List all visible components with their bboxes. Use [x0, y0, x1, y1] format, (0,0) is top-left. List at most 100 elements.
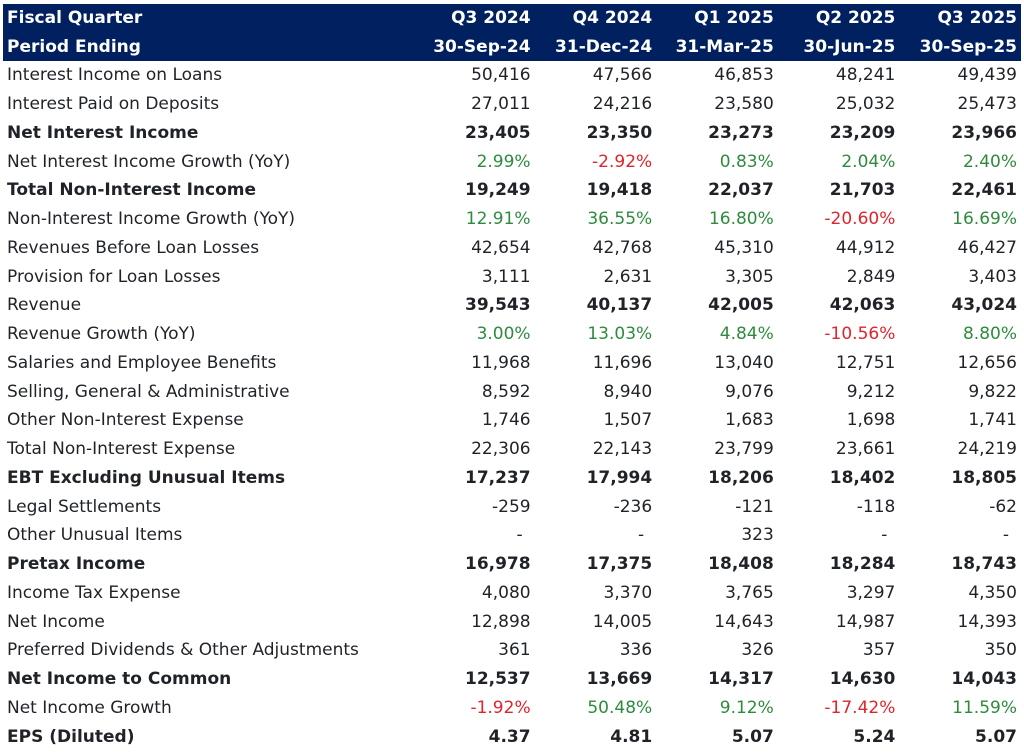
row-label[interactable]: Other Unusual Items [7, 525, 183, 546]
cell-value[interactable]: 326 [741, 640, 774, 661]
cell-value[interactable]: 50,416 [471, 65, 531, 86]
cell-value[interactable]: 40,137 [586, 295, 653, 316]
row-label[interactable]: Net Income Growth [7, 697, 172, 718]
cell-value[interactable]: 1,741 [968, 410, 1017, 431]
row-label[interactable]: EPS (Diluted) [7, 726, 135, 747]
cell-value[interactable]: 21,703 [829, 180, 896, 201]
cell-value[interactable]: 14,317 [708, 669, 774, 690]
cell-value[interactable]: 46,427 [957, 237, 1017, 258]
cell-value[interactable]: 11.59% [952, 697, 1017, 718]
cell-value[interactable]: 14,005 [592, 611, 653, 632]
cell-value[interactable]: 357 [862, 640, 896, 661]
cell-value[interactable]: 336 [619, 640, 653, 661]
cell-value[interactable]: 13,040 [714, 352, 774, 373]
cell-value[interactable]: 48,241 [835, 65, 896, 86]
cell-value[interactable]: 23,799 [714, 439, 774, 460]
row-label[interactable]: Pretax Income [7, 554, 146, 575]
cell-value[interactable]: 23,580 [714, 94, 774, 115]
cell-value[interactable]: 22,143 [592, 439, 653, 460]
cell-value[interactable]: 5.07 [975, 726, 1017, 747]
cell-value[interactable]: 4.81 [610, 726, 653, 747]
cell-value[interactable]: 17,237 [464, 467, 531, 488]
cell-value[interactable]: -20.60% [824, 209, 896, 230]
cell-value[interactable]: 23,273 [708, 122, 774, 143]
row-label[interactable]: Net Income [7, 611, 105, 632]
cell-value[interactable]: 14,630 [829, 669, 896, 690]
header-quarter[interactable]: Q2 2025 [815, 8, 896, 29]
cell-value[interactable]: 8.80% [962, 324, 1017, 345]
cell-value[interactable]: 25,032 [835, 94, 896, 115]
cell-value[interactable]: 46,853 [714, 65, 774, 86]
cell-value[interactable]: 43,024 [951, 295, 1017, 316]
cell-value[interactable]: 18,408 [708, 554, 774, 575]
cell-value[interactable]: 42,005 [708, 295, 774, 316]
row-label[interactable]: Total Non-Interest Income [7, 180, 257, 201]
cell-value[interactable]: 4.84% [719, 324, 774, 345]
header-label-fiscal-quarter[interactable]: Fiscal Quarter [7, 8, 143, 29]
header-period-date[interactable]: 30-Jun-25 [803, 36, 896, 57]
header-period-date[interactable]: 31-Mar-25 [675, 36, 774, 57]
cell-value[interactable]: - [516, 525, 523, 546]
cell-value[interactable]: 2,631 [603, 266, 653, 287]
row-label[interactable]: Preferred Dividends & Other Adjustments [7, 640, 359, 661]
cell-value[interactable]: 13.03% [587, 324, 653, 345]
cell-value[interactable]: 14,043 [951, 669, 1017, 690]
row-label[interactable]: Revenues Before Loan Losses [7, 237, 260, 258]
cell-value[interactable]: 3.00% [476, 324, 531, 345]
cell-value[interactable]: 11,696 [592, 352, 653, 373]
cell-value[interactable]: 16,978 [464, 554, 531, 575]
cell-value[interactable]: 12,656 [957, 352, 1017, 373]
cell-value[interactable]: 4,350 [968, 582, 1017, 603]
cell-value[interactable]: 42,063 [829, 295, 896, 316]
row-label[interactable]: Other Non-Interest Expense [7, 410, 244, 431]
cell-value[interactable]: 23,661 [835, 439, 896, 460]
cell-value[interactable]: - [638, 525, 645, 546]
cell-value[interactable]: 2.99% [476, 151, 531, 172]
cell-value[interactable]: 24,216 [592, 94, 653, 115]
cell-value[interactable]: 18,805 [951, 467, 1017, 488]
cell-value[interactable]: 5.07 [731, 726, 774, 747]
cell-value[interactable]: 19,418 [586, 180, 653, 201]
cell-value[interactable]: 23,350 [586, 122, 653, 143]
header-label-period-ending[interactable]: Period Ending [7, 36, 141, 57]
cell-value[interactable]: 0.83% [719, 151, 774, 172]
cell-value[interactable]: -62 [989, 496, 1017, 517]
row-label[interactable]: Net Interest Income [7, 122, 199, 143]
cell-value[interactable]: 25,473 [957, 94, 1017, 115]
header-quarter[interactable]: Q3 2025 [937, 8, 1017, 29]
cell-value[interactable]: 18,402 [829, 467, 896, 488]
cell-value[interactable]: 18,206 [708, 467, 774, 488]
cell-value[interactable]: 4.37 [488, 726, 531, 747]
cell-value[interactable]: 3,765 [725, 582, 774, 603]
row-label[interactable]: Non-Interest Income Growth (YoY) [7, 209, 296, 230]
cell-value[interactable]: 22,461 [951, 180, 1017, 201]
cell-value[interactable]: 9.12% [719, 697, 774, 718]
cell-value[interactable]: 14,393 [957, 611, 1017, 632]
cell-value[interactable]: 3,403 [968, 266, 1017, 287]
cell-value[interactable]: 50.48% [587, 697, 653, 718]
cell-value[interactable]: 23,209 [829, 122, 896, 143]
cell-value[interactable]: 42,654 [471, 237, 531, 258]
cell-value[interactable]: 3,305 [725, 266, 774, 287]
cell-value[interactable]: 44,912 [835, 237, 896, 258]
cell-value[interactable]: 23,966 [951, 122, 1017, 143]
cell-value[interactable]: 350 [984, 640, 1017, 661]
cell-value[interactable]: -118 [856, 496, 896, 517]
cell-value[interactable]: 18,743 [951, 554, 1017, 575]
cell-value[interactable]: 5.24 [853, 726, 896, 747]
row-label[interactable]: Revenue [7, 295, 82, 316]
cell-value[interactable]: 39,543 [464, 295, 531, 316]
cell-value[interactable]: 36.55% [587, 209, 653, 230]
cell-value[interactable]: 361 [498, 640, 531, 661]
cell-value[interactable]: 3,370 [603, 582, 653, 603]
cell-value[interactable]: 9,076 [725, 381, 774, 402]
cell-value[interactable]: -17.42% [824, 697, 896, 718]
cell-value[interactable]: 4,080 [481, 582, 531, 603]
row-label[interactable]: Income Tax Expense [7, 582, 181, 603]
cell-value[interactable]: 2,849 [846, 266, 896, 287]
cell-value[interactable]: 1,746 [481, 410, 531, 431]
cell-value[interactable]: 14,987 [835, 611, 896, 632]
row-label[interactable]: Salaries and Employee Benefits [7, 352, 277, 373]
cell-value[interactable]: 27,011 [471, 94, 531, 115]
cell-value[interactable]: 19,249 [464, 180, 531, 201]
